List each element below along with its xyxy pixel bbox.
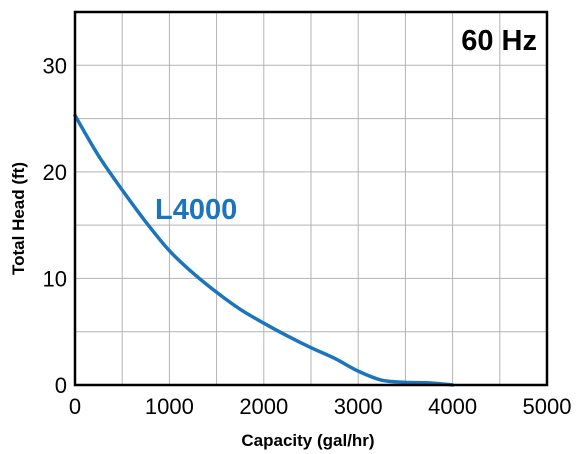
x-tick-label: 0 [69,394,81,419]
x-tick-label: 1000 [145,394,194,419]
x-tick-label: 5000 [523,394,572,419]
y-tick-label: 10 [43,266,67,291]
x-tick-label: 4000 [428,394,477,419]
y-tick-label: 0 [55,373,67,398]
series-lines [73,113,455,387]
y-tick-label: 30 [43,53,67,78]
x-axis-title: Capacity (gal/hr) [241,431,374,450]
grid-lines [75,12,547,385]
series-label-l4000: L4000 [155,194,237,226]
x-tick-label: 2000 [239,394,288,419]
plot-frame [73,10,549,387]
y-axis-title: Total Head (ft) [9,162,28,275]
x-tick-label: 3000 [334,394,383,419]
frequency-annotation: 60 Hz [461,25,537,57]
series-line-l4000 [73,113,455,387]
tick-labels: 0 1000 2000 3000 4000 5000 0 10 20 30 [43,53,572,419]
y-tick-label: 20 [43,160,67,185]
